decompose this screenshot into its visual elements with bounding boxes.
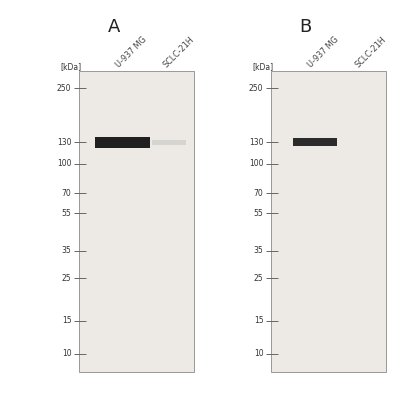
Text: 10: 10 [62, 350, 71, 358]
Bar [79, 70, 194, 372]
Bar [271, 70, 386, 372]
Text: 55: 55 [62, 209, 71, 218]
Text: [kDa]: [kDa] [61, 62, 82, 71]
Text: SCLC-21H: SCLC-21H [354, 35, 388, 70]
Text: 15: 15 [62, 316, 71, 325]
Text: 15: 15 [254, 316, 263, 325]
Text: 70: 70 [254, 189, 263, 198]
Bar [95, 137, 150, 148]
Text: 250: 250 [249, 84, 263, 93]
Text: A: A [108, 18, 120, 36]
Text: 70: 70 [62, 189, 71, 198]
Text: 55: 55 [254, 209, 263, 218]
Bar [293, 138, 337, 146]
Text: U-937 MG: U-937 MG [114, 35, 148, 70]
Text: 25: 25 [254, 274, 263, 283]
Text: B: B [300, 18, 312, 36]
Text: 130: 130 [249, 138, 263, 147]
Text: 10: 10 [254, 350, 263, 358]
Text: 100: 100 [57, 160, 71, 168]
Bar [152, 140, 186, 145]
Text: SCLC-21H: SCLC-21H [162, 35, 196, 70]
Text: 130: 130 [57, 138, 71, 147]
Text: 25: 25 [62, 274, 71, 283]
Text: U-937 MG: U-937 MG [306, 35, 340, 70]
Text: [kDa]: [kDa] [253, 62, 274, 71]
Text: 35: 35 [62, 246, 71, 255]
Text: 35: 35 [254, 246, 263, 255]
Text: 100: 100 [249, 160, 263, 168]
Text: 250: 250 [57, 84, 71, 93]
